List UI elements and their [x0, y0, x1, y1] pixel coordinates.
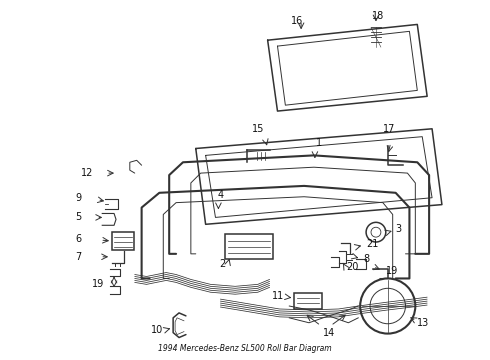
Text: 15: 15: [251, 124, 264, 134]
Text: 21: 21: [366, 239, 378, 249]
Text: 2: 2: [219, 259, 225, 269]
Text: 5: 5: [75, 212, 82, 222]
Text: 17: 17: [383, 124, 395, 134]
Text: 10: 10: [151, 325, 163, 335]
Text: 1994 Mercedes-Benz SL500 Roll Bar Diagram: 1994 Mercedes-Benz SL500 Roll Bar Diagra…: [158, 344, 332, 353]
Text: 8: 8: [363, 254, 369, 264]
Text: 19: 19: [386, 266, 398, 276]
Text: 1: 1: [316, 139, 322, 148]
Text: 19: 19: [93, 279, 105, 289]
Text: 14: 14: [322, 328, 335, 338]
Text: 11: 11: [272, 291, 284, 301]
Text: 13: 13: [417, 318, 430, 328]
Text: 18: 18: [372, 11, 384, 21]
Text: 20: 20: [346, 262, 359, 272]
Text: 6: 6: [75, 234, 82, 244]
Text: 12: 12: [80, 168, 93, 178]
Text: 9: 9: [75, 193, 82, 203]
Text: 4: 4: [218, 190, 223, 200]
Text: 16: 16: [291, 15, 303, 26]
Text: 3: 3: [395, 224, 402, 234]
Text: 7: 7: [75, 252, 82, 262]
